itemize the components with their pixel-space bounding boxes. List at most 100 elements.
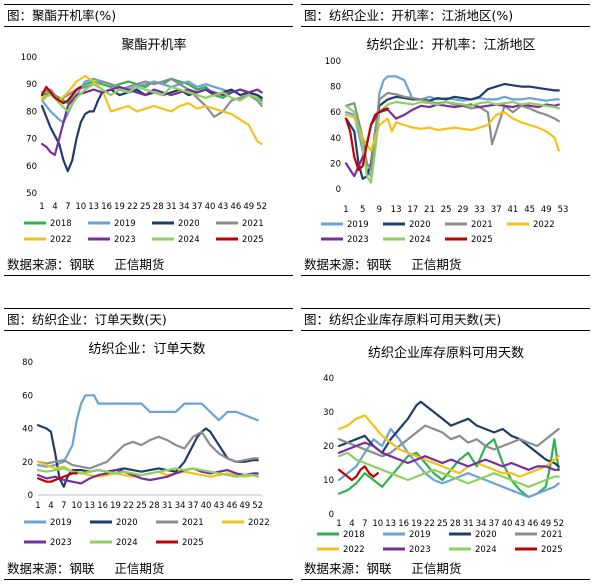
x-tick-label: 10 <box>71 501 82 511</box>
x-tick-label: 43 <box>515 519 526 529</box>
series-line-2024 <box>40 83 263 113</box>
y-tick-label: 60 <box>26 162 37 172</box>
x-tick-label: 1 <box>39 202 44 212</box>
x-tick-label: 4 <box>349 519 354 529</box>
x-tick-label: 22 <box>123 501 134 511</box>
x-tick-label: 7 <box>362 519 367 529</box>
legend-label-2019: 2019 <box>409 530 431 540</box>
x-tick-label: 28 <box>153 202 164 212</box>
x-tick-label: 13 <box>385 519 396 529</box>
chart-polyester-operating-rate: 聚酯开机率 50 60 70 80 90 100 1 4 7 10 13 16 19 22 25 28 31 34… <box>21 37 267 245</box>
legend-label-2024: 2024 <box>409 235 431 245</box>
x-tick-label: 10 <box>75 202 86 212</box>
legend-label-2021: 2021 <box>471 220 493 230</box>
series-line-2023 <box>337 441 560 471</box>
legend-label-2024: 2024 <box>475 545 497 555</box>
series-line-2021 <box>36 430 259 470</box>
x-tick-label: 28 <box>149 501 160 511</box>
x-tick-label: 34 <box>179 202 190 212</box>
legend-label-2019: 2019 <box>114 219 136 229</box>
y-tick-label: 80 <box>26 107 37 117</box>
legend-label-2021: 2021 <box>182 518 204 528</box>
y-tick-label: 80 <box>22 358 33 368</box>
x-tick-label: 25 <box>136 501 147 511</box>
chart-panel-textile-raw-material-inventory-days: 图：纺织企业库存原料可用天数(天) 纺织企业库存原料可用天数 0 10 20 30 40… <box>301 308 590 580</box>
y-tick-label: 20 <box>330 159 341 169</box>
x-tick-label: 28 <box>450 519 461 529</box>
x-tick-label: 49 <box>243 202 254 212</box>
y-tick-label: 30 <box>323 408 334 418</box>
series-line-2024 <box>337 451 560 488</box>
y-tick-label: 60 <box>330 108 341 118</box>
chart-textile-operating-rate-jiangzhe: 纺织企业：开机率：江浙地区 0 20 40 60 80 100 1 5 9 13 17 21 25 29 3… <box>321 37 569 245</box>
x-tick-label: 13 <box>88 202 99 212</box>
panel-header: 图：纺织企业库存原料可用天数(天) <box>301 308 590 331</box>
legend-label-2023: 2023 <box>50 538 72 548</box>
y-tick-label: 40 <box>330 134 341 144</box>
x-tick-label: 31 <box>162 501 173 511</box>
x-tick-label: 49 <box>239 501 250 511</box>
x-tick-label: 29 <box>457 205 468 215</box>
legend-label-2020: 2020 <box>475 530 497 540</box>
x-tick-label: 52 <box>252 501 263 511</box>
series-line-2020 <box>337 400 560 468</box>
chart-panel-textile-operating-rate-jiangzhe: 图：纺织企业：开机率：江浙地区(%) 纺织企业：开机率：江浙地区 0 20 40 60… <box>301 4 590 276</box>
x-tick-label: 46 <box>230 202 241 212</box>
panel-header: 图：聚酯开机率(%) <box>4 4 293 27</box>
series-line-2019 <box>36 394 259 468</box>
x-tick-label: 19 <box>411 519 422 529</box>
x-tick-label: 13 <box>84 501 95 511</box>
legend-label-2020: 2020 <box>116 518 138 528</box>
series-line-2025 <box>40 85 82 105</box>
x-tick-label: 49 <box>541 205 552 215</box>
data-source-note: 数据来源：钢联 正信期货 <box>4 255 293 276</box>
legend-label-2022: 2022 <box>533 220 555 230</box>
y-tick-label: 80 <box>330 83 341 93</box>
legend-label-2022: 2022 <box>343 545 365 555</box>
x-tick-label: 1 <box>35 501 40 511</box>
x-tick-label: 21 <box>424 205 435 215</box>
chart-panel-textile-order-days: 图：纺织企业：订单天数(天) 纺织企业：订单天数 0 20 40 60 80 1 4 7 10 1… <box>4 308 293 580</box>
chart-title: 聚酯开机率 <box>121 37 186 53</box>
y-tick-label: 70 <box>26 135 37 145</box>
y-tick-label: 40 <box>323 374 334 384</box>
x-tick-label: 46 <box>226 501 237 511</box>
x-tick-label: 13 <box>391 205 402 215</box>
series-line-2021 <box>337 424 560 458</box>
series-line-2022 <box>40 74 263 146</box>
legend-label-2018: 2018 <box>343 530 365 540</box>
data-source-note: 数据来源：钢联 正信期货 <box>301 255 590 276</box>
legend-label-2020: 2020 <box>178 219 200 229</box>
x-tick-label: 7 <box>65 202 70 212</box>
x-tick-label: 16 <box>101 202 112 212</box>
x-tick-label: 17 <box>407 205 418 215</box>
legend-label-2024: 2024 <box>116 538 138 548</box>
data-source-note: 数据来源：钢联 正信期货 <box>4 559 293 580</box>
y-tick-label: 20 <box>22 458 33 468</box>
series-line-2024 <box>36 467 259 478</box>
chart-title: 纺织企业库存原料可用天数 <box>368 345 524 361</box>
series-line-2025 <box>36 472 78 483</box>
series-line-2019 <box>337 427 560 499</box>
x-tick-label: 52 <box>553 519 564 529</box>
x-tick-label: 34 <box>175 501 186 511</box>
x-tick-label: 40 <box>502 519 513 529</box>
legend-label-2023: 2023 <box>409 545 431 555</box>
series-line-2025 <box>344 107 389 171</box>
x-tick-label: 41 <box>508 205 519 215</box>
x-tick-label: 49 <box>540 519 551 529</box>
x-tick-label: 53 <box>558 205 569 215</box>
x-tick-label: 40 <box>205 202 216 212</box>
x-tick-label: 22 <box>424 519 435 529</box>
x-tick-label: 37 <box>188 501 199 511</box>
y-tick-label: 90 <box>26 80 37 90</box>
chart-title: 纺织企业：订单天数 <box>88 341 205 357</box>
x-tick-label: 25 <box>140 202 151 212</box>
legend-label-2025: 2025 <box>182 538 204 548</box>
x-tick-label: 31 <box>463 519 474 529</box>
legend-label-2018: 2018 <box>50 219 72 229</box>
legend-label-2022: 2022 <box>248 518 270 528</box>
legend-label-2024: 2024 <box>178 235 200 245</box>
y-tick-label: 60 <box>22 391 33 401</box>
